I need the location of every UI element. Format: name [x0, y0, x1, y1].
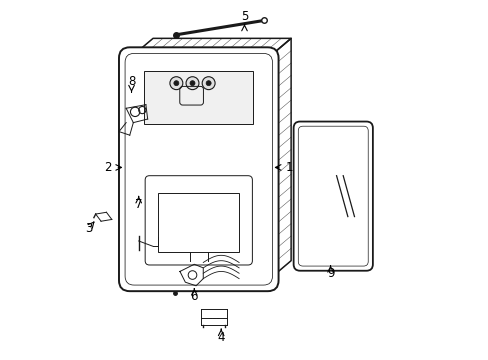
Circle shape	[202, 77, 215, 90]
Bar	[144, 71, 253, 125]
Circle shape	[185, 77, 199, 90]
Bar	[158, 193, 239, 252]
FancyBboxPatch shape	[119, 47, 278, 291]
Text: 4: 4	[217, 330, 224, 343]
Text: 8: 8	[127, 75, 135, 88]
Text: 1: 1	[285, 161, 292, 174]
Circle shape	[206, 81, 211, 86]
Text: 6: 6	[190, 290, 198, 303]
Circle shape	[190, 81, 195, 86]
Text: 2: 2	[103, 161, 111, 174]
Circle shape	[174, 81, 179, 86]
Text: 3: 3	[84, 222, 92, 235]
Circle shape	[169, 77, 183, 90]
FancyBboxPatch shape	[293, 122, 372, 271]
Text: 9: 9	[326, 267, 334, 280]
Text: 5: 5	[240, 10, 248, 23]
Text: 7: 7	[135, 198, 142, 211]
